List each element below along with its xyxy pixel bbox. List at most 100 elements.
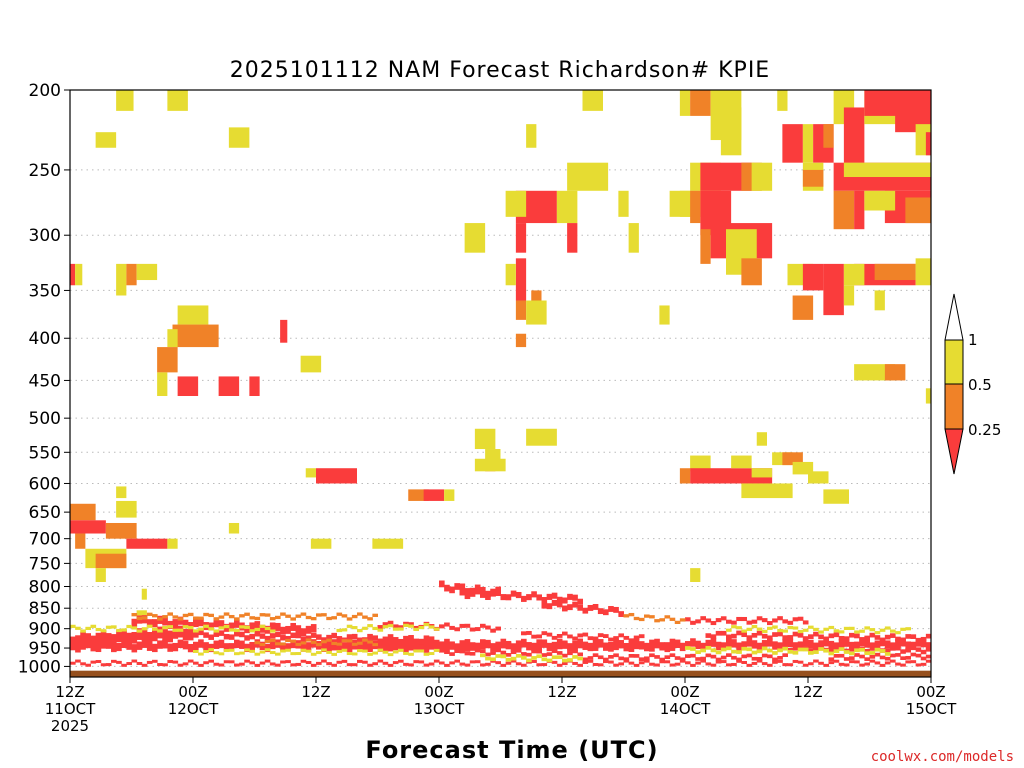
ri-strand-6-15 <box>536 594 542 601</box>
ri-strand-13-37 <box>895 636 901 642</box>
ri-strand-4-7 <box>351 642 358 650</box>
ri-strand-0-23 <box>187 643 194 653</box>
ri-strand-20-1 <box>587 656 594 660</box>
xtick-label-7-0: 00Z <box>916 683 945 701</box>
ri-strand-0-113 <box>649 639 655 649</box>
ri-strand-22-20 <box>172 660 179 664</box>
ri-strand-25-15 <box>269 651 276 655</box>
ri-strand-12-18 <box>777 616 783 621</box>
ri-strand-20-15 <box>659 657 665 662</box>
ri-strand-22-99 <box>577 663 583 667</box>
ri-strand-2-17 <box>218 620 225 629</box>
ri-region-105 <box>843 263 865 286</box>
ri-strand-11-27 <box>577 652 583 657</box>
ri-region-46 <box>531 290 542 311</box>
ri-strand-6-16 <box>541 597 548 604</box>
ri-strand-20-11 <box>638 657 645 662</box>
ri-strand-26-7 <box>372 626 378 631</box>
ri-strand-25-2 <box>203 650 209 654</box>
ri-strand-18-42 <box>346 617 353 621</box>
ri-region-37 <box>116 486 127 499</box>
ri-strand-4-20 <box>418 644 425 652</box>
ri-strand-1-17 <box>157 626 163 639</box>
ri-strand-20-17 <box>669 653 676 658</box>
ri-strand-22-33 <box>239 662 245 666</box>
ri-strand-26-5 <box>362 626 368 630</box>
ri-region-7 <box>126 263 137 286</box>
ri-strand-20-30 <box>736 657 742 662</box>
ri-strand-18-1 <box>136 616 143 621</box>
ri-strand-11-14 <box>510 650 517 655</box>
ri-strand-0-29 <box>218 639 225 649</box>
ri-strand-4-23 <box>433 642 440 650</box>
ri-strand-9-13 <box>546 643 553 649</box>
ri-strand-3-6 <box>223 633 230 640</box>
ri-strand-17-37 <box>259 624 266 628</box>
ri-region-15 <box>218 376 240 397</box>
ri-strand-11-1 <box>444 650 450 655</box>
ri-strand-22-122 <box>695 661 701 665</box>
ri-strand-19-7 <box>290 639 296 643</box>
ri-region-102 <box>823 263 844 316</box>
ri-strand-0-6 <box>100 640 107 649</box>
ri-strand-23-36 <box>869 651 876 655</box>
ri-strand-2-23 <box>249 622 255 631</box>
ri-strand-2-20 <box>234 619 240 628</box>
ri-strand-15-21 <box>833 629 840 633</box>
ri-strand-20-28 <box>726 653 732 657</box>
ri-strand-19-12 <box>316 643 322 647</box>
ri-strand-1-4 <box>90 635 97 648</box>
ri-strand-22-1 <box>75 659 81 663</box>
ri-strand-18-47 <box>372 613 378 617</box>
ri-strand-0-129 <box>731 639 737 648</box>
ri-strand-25-12 <box>254 652 261 656</box>
ri-strand-9-15 <box>556 644 563 650</box>
ri-strand-19-10 <box>305 638 312 642</box>
ri-strand-25-18 <box>285 648 291 652</box>
ri-strand-1-10 <box>121 629 127 642</box>
ri-strand-0-1 <box>75 644 81 653</box>
ri-strand-22-159 <box>884 661 891 665</box>
ri-strand-0-91 <box>536 639 542 648</box>
ytick-label-850: 850 <box>29 599 61 619</box>
ri-strand-0-17 <box>157 640 163 649</box>
ri-strand-15-25 <box>854 630 860 634</box>
ri-strand-20-35 <box>761 653 768 658</box>
ri-region-38 <box>136 610 147 617</box>
ri-region-29 <box>75 533 86 549</box>
ri-strand-7-5 <box>567 604 573 611</box>
ri-strand-12-5 <box>710 621 717 626</box>
ri-region-62 <box>582 90 603 111</box>
ri-strand-22-90 <box>531 659 537 663</box>
ri-strand-17-0 <box>70 624 76 628</box>
ri-strand-13-28 <box>849 632 855 638</box>
ri-strand-11-25 <box>567 651 573 656</box>
ri-strand-22-5 <box>95 659 102 663</box>
ri-strand-22-45 <box>300 659 307 663</box>
ri-strand-0-35 <box>249 641 255 651</box>
ri-strand-22-112 <box>644 659 650 663</box>
ri-strand-18-34 <box>305 615 312 620</box>
ri-strand-25-26 <box>326 650 332 654</box>
ri-strand-0-131 <box>741 641 747 650</box>
ri-strand-0-15 <box>146 642 153 651</box>
ri-region-114 <box>679 468 691 484</box>
ri-strand-23-2 <box>695 650 701 655</box>
ytick-label-650: 650 <box>29 503 61 523</box>
ri-strand-9-36 <box>664 647 671 653</box>
ri-strand-13-17 <box>792 631 799 637</box>
ri-strand-11-19 <box>536 649 542 654</box>
ri-strand-26-16 <box>418 625 425 630</box>
ri-strand-18-38 <box>326 616 332 621</box>
ri-strand-22-16 <box>152 659 158 663</box>
ri-strand-22-110 <box>633 663 640 667</box>
ri-strand-22-104 <box>603 660 609 664</box>
ri-region-3 <box>167 90 188 111</box>
ri-strand-6-5 <box>485 593 491 600</box>
ri-strand-20-21 <box>690 653 696 658</box>
ri-strand-10-20 <box>623 635 630 640</box>
ri-strand-25-23 <box>310 652 317 656</box>
ri-strand-0-2 <box>80 641 86 650</box>
ri-strand-22-86 <box>510 659 517 663</box>
ri-strand-22-11 <box>126 662 132 666</box>
